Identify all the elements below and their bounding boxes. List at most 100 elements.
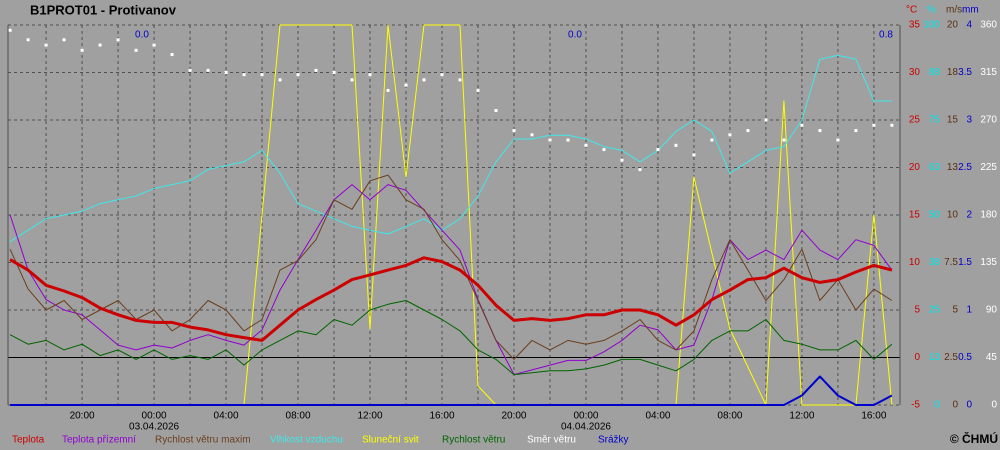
wind-direction-dot (8, 28, 12, 32)
y-tick-label: 75 (929, 115, 941, 126)
legend-entry: Směr větru (527, 435, 576, 446)
wind-direction-dot (440, 73, 444, 77)
legend-entry: Vlhkost vzduchu (270, 435, 343, 446)
y-tick-label: 10 (909, 257, 921, 268)
x-tick-label: 20:00 (70, 411, 95, 422)
x-tick-label: 12:00 (789, 411, 814, 422)
y-tick-label: 63 (929, 162, 941, 173)
y-tick-label: 88 (929, 67, 941, 78)
wind-direction-dot (602, 148, 606, 152)
wind-direction-dot (764, 118, 768, 122)
y-tick-label: 2.5 (944, 352, 958, 363)
y-tick-label: 135 (980, 257, 997, 268)
y-tick-label: 0 (914, 352, 920, 363)
y-tick-label: 3 (966, 115, 972, 126)
legend-entry: Teplota (12, 435, 45, 446)
annotation: 0.0 (135, 30, 149, 41)
wind-direction-dot (260, 73, 264, 77)
y-tick-label: 20 (909, 162, 921, 173)
y-tick-label: 0 (991, 400, 997, 411)
wind-direction-dot (656, 148, 660, 152)
legend-entry: Rychlost větru maxim (155, 435, 251, 446)
y-tick-label: 13 (929, 352, 941, 363)
y-tick-label: 25 (929, 305, 941, 316)
annotation: 0.8 (879, 30, 893, 41)
y-tick-label: 1 (966, 305, 972, 316)
y-tick-label: 1.5 (958, 257, 972, 268)
wind-direction-dot (728, 133, 732, 137)
date-label: 04.04.2026 (561, 422, 611, 433)
x-tick-label: 04:00 (214, 411, 239, 422)
wind-direction-dot (800, 123, 804, 127)
axis-unit: °C (906, 5, 917, 16)
y-tick-label: 4 (966, 20, 972, 31)
wind-direction-dot (80, 48, 84, 52)
wind-direction-dot (782, 138, 786, 142)
y-tick-label: 180 (980, 210, 997, 221)
wind-direction-dot (476, 88, 480, 92)
wind-direction-dot (530, 133, 534, 137)
wind-direction-dot (566, 138, 570, 142)
wind-direction-dot (584, 143, 588, 147)
legend-entry: Sluneční svit (362, 435, 419, 446)
legend-entry: Srážky (598, 435, 629, 446)
wind-direction-dot (710, 138, 714, 142)
y-tick-label: 20 (947, 20, 959, 31)
y-tick-label: 25 (909, 115, 921, 126)
y-tick-label: 5 (914, 305, 920, 316)
wind-direction-dot (296, 73, 300, 77)
axis-unit: mm (962, 5, 979, 16)
x-tick-label: 04:00 (645, 411, 670, 422)
wind-direction-dot (692, 153, 696, 157)
wind-direction-dot (404, 83, 408, 87)
wind-direction-dot (350, 78, 354, 82)
y-tick-label: 360 (980, 20, 997, 31)
wind-direction-dot (746, 129, 750, 133)
x-tick-label: 08:00 (286, 411, 311, 422)
wind-direction-dot (116, 38, 120, 42)
series-line (9, 184, 893, 376)
wind-direction-dot (638, 168, 642, 172)
x-tick-label: 16:00 (861, 411, 886, 422)
wind-direction-dot (134, 48, 138, 52)
y-tick-label: 15 (909, 210, 921, 221)
y-tick-label: -5 (911, 400, 920, 411)
y-tick-label: 50 (929, 210, 941, 221)
y-tick-label: 2.5 (958, 162, 972, 173)
axis-unit: % (927, 5, 936, 16)
y-tick-label: 45 (986, 352, 998, 363)
wind-direction-dot (224, 71, 228, 74)
axis-unit: m/s (946, 5, 962, 16)
wind-direction-dot (26, 38, 30, 42)
x-tick-label: 12:00 (358, 411, 383, 422)
legend-entry: Teplota přízemní (62, 435, 136, 446)
wind-direction-dot (368, 73, 372, 77)
y-tick-label: 315 (980, 67, 997, 78)
series-line (9, 300, 893, 376)
wind-direction-dot (890, 123, 894, 127)
y-tick-label: 100 (923, 20, 940, 31)
wind-direction-dot (332, 71, 336, 74)
wind-direction-dot (512, 129, 516, 133)
annotation: 0.0 (568, 30, 582, 41)
y-tick-label: 270 (980, 115, 997, 126)
y-tick-label: 90 (986, 305, 998, 316)
x-tick-label: 00:00 (142, 411, 167, 422)
wind-direction-dot (674, 143, 678, 147)
wind-direction-dot (818, 129, 822, 133)
y-tick-label: 0 (952, 400, 958, 411)
wind-direction-dot (152, 43, 156, 47)
x-tick-label: 08:00 (717, 411, 742, 422)
wind-direction-dot (548, 138, 552, 142)
series-line (9, 256, 893, 342)
wind-direction-dot (170, 53, 174, 57)
y-tick-label: 0.5 (958, 352, 972, 363)
wind-direction-dot (98, 43, 102, 47)
wind-direction-dot (314, 68, 318, 72)
wind-direction-dot (422, 78, 426, 82)
wind-direction-dot (62, 38, 66, 42)
y-tick-label: 13 (947, 162, 959, 173)
wind-direction-dot (872, 123, 876, 127)
